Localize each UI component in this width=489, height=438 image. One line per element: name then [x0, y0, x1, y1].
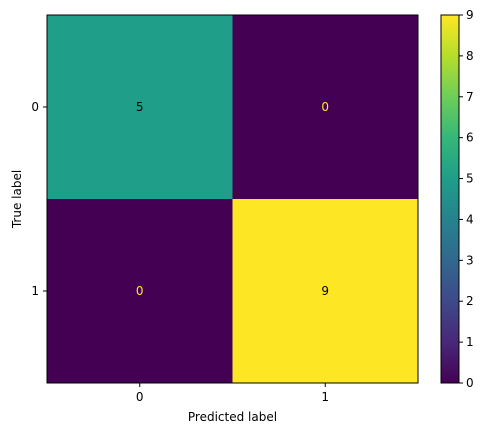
x-tick-label: 1 — [321, 390, 329, 404]
colorbar-tick-label: 5 — [466, 172, 474, 186]
plot-frame — [46, 14, 419, 384]
colorbar-tick-label: 3 — [466, 253, 474, 267]
cell-value-label: 0 — [321, 100, 329, 114]
y-tick-label: 0 — [31, 100, 39, 114]
colorbar-ticks: 0 1 2 3 4 5 6 7 8 9 — [459, 8, 474, 390]
colorbar-tick-label: 8 — [466, 49, 474, 63]
heatmap-cell — [232, 15, 418, 199]
heatmap-cell — [232, 199, 418, 383]
y-axis-ticks: 01 — [31, 100, 47, 298]
colorbar-tick-label: 0 — [466, 376, 474, 390]
colorbar — [440, 14, 460, 384]
heatmap-cell-labels: 5 0 0 9 — [136, 100, 329, 298]
heatmap-cell — [47, 15, 233, 199]
x-axis-label: Predicted label — [188, 410, 277, 424]
heatmap-cell — [47, 199, 233, 383]
colorbar-tick-label: 6 — [466, 131, 474, 145]
colorbar-tick-label: 9 — [466, 8, 474, 22]
colorbar-tick-label: 4 — [466, 212, 474, 226]
cell-value-label: 0 — [136, 284, 144, 298]
colorbar-tick-label: 2 — [466, 294, 474, 308]
cell-value-label: 5 — [136, 100, 144, 114]
x-tick-label: 0 — [136, 390, 144, 404]
y-axis-label: True label — [10, 170, 24, 229]
heatmap-cells — [47, 15, 418, 383]
colorbar-tick-label: 1 — [466, 335, 474, 349]
colorbar-tick-label: 7 — [466, 90, 474, 104]
y-tick-label: 1 — [31, 284, 39, 298]
cell-value-label: 9 — [321, 284, 329, 298]
